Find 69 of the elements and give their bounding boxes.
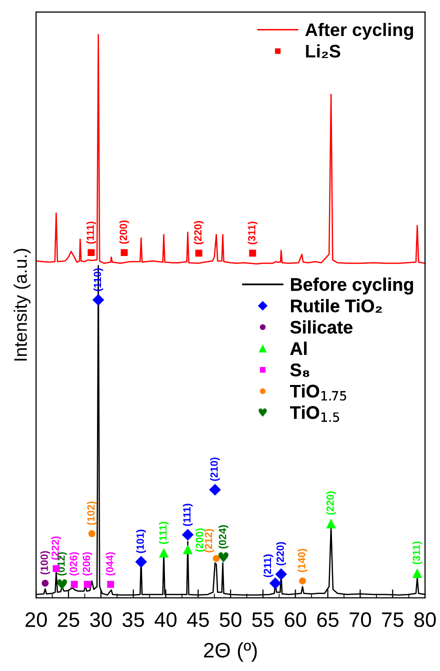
- x-tick-label: 50: [220, 612, 242, 628]
- point: [84, 580, 91, 588]
- annotation: (024): [218, 525, 228, 548]
- annotation: (044): [106, 552, 116, 576]
- point: [299, 577, 306, 584]
- x-axis-title: 2Θ (º): [204, 642, 257, 662]
- y-axis-title: Intensity (a.u.): [14, 248, 31, 360]
- point: [326, 518, 336, 528]
- legend-label: Rutile TiO₂: [291, 299, 382, 313]
- annotation: (140): [298, 548, 308, 572]
- point: [92, 294, 104, 306]
- point: [269, 577, 282, 590]
- x-tick-label: 35: [122, 612, 144, 628]
- annotation: (212): [204, 529, 214, 552]
- annotation: (111): [182, 504, 193, 526]
- point: [107, 580, 114, 588]
- annotation: (026): [69, 552, 80, 576]
- annotation: (220): [194, 221, 204, 244]
- point: [249, 250, 256, 257]
- x-tick-label: 75: [382, 612, 404, 628]
- annotation: (111): [86, 222, 96, 244]
- legend-label: TiO$_{1.75}$: [290, 384, 346, 401]
- legend-label: Al: [290, 342, 307, 355]
- annotation: (311): [412, 542, 422, 564]
- annotation: (211): [263, 554, 274, 578]
- annotation: (220): [326, 491, 336, 515]
- x-tick-label: 20: [26, 612, 47, 628]
- annotation: (200): [195, 528, 206, 552]
- point: [182, 528, 194, 541]
- point: [212, 554, 220, 562]
- annotation: (210): [210, 458, 220, 481]
- legend-label: S₈: [290, 364, 310, 377]
- annotation: (100): [40, 551, 50, 574]
- point: [412, 568, 422, 578]
- legend-label: After cycling: [305, 22, 414, 40]
- point: [42, 580, 49, 587]
- point: [195, 250, 202, 257]
- point: [88, 249, 95, 256]
- annotation: (101): [136, 530, 146, 553]
- legend-label: TiO$_{1.5}$: [290, 406, 340, 422]
- x-tick-label: 25: [58, 612, 80, 628]
- annotation: (206): [82, 552, 92, 576]
- x-tick-label: 55: [252, 612, 274, 628]
- legend-label: Silicate: [290, 320, 352, 334]
- point: [275, 568, 288, 580]
- x-tick-label: 65: [317, 612, 339, 628]
- point: [209, 484, 221, 496]
- point: [70, 580, 78, 588]
- x-tick-label: 80: [414, 612, 436, 628]
- x-tick-label: 45: [187, 612, 209, 628]
- x-tick-label: 40: [154, 612, 177, 628]
- annotation: (111): [158, 522, 169, 544]
- annotation: (311): [248, 222, 258, 244]
- x-tick-label: 70: [350, 612, 371, 628]
- annotation: (220): [276, 542, 286, 566]
- legend-label: Li₂S: [306, 44, 340, 58]
- annotation: (110): [93, 268, 104, 292]
- x-tick-label: 30: [90, 612, 112, 628]
- point: [120, 249, 128, 256]
- x-tick-label: 60: [284, 612, 306, 628]
- point: [218, 552, 228, 562]
- point: [158, 548, 169, 558]
- point: [182, 544, 193, 554]
- legend-label: Before cycling: [291, 278, 414, 295]
- annotation: (102): [86, 502, 97, 525]
- point: [135, 556, 147, 568]
- point: [88, 530, 96, 538]
- annotation: (200): [119, 220, 130, 244]
- point: [57, 579, 68, 590]
